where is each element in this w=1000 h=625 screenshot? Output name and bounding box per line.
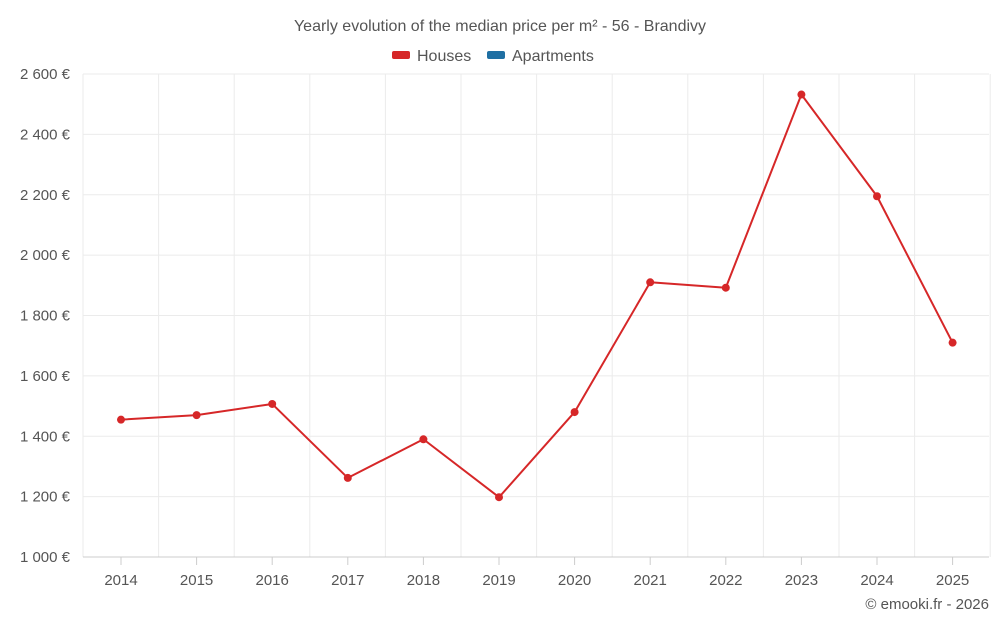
data-point[interactable] xyxy=(419,435,428,444)
x-tick-label: 2014 xyxy=(104,572,137,589)
y-tick-label: 2 200 € xyxy=(20,187,71,204)
data-point[interactable] xyxy=(721,283,730,292)
x-tick-label: 2023 xyxy=(785,572,818,589)
x-tick-label: 2022 xyxy=(709,572,742,589)
data-point[interactable] xyxy=(268,399,277,408)
legend-swatch-houses[interactable] xyxy=(392,51,410,59)
y-tick-label: 1 000 € xyxy=(20,549,71,566)
y-tick-label: 1 200 € xyxy=(20,489,71,506)
y-tick-label: 1 400 € xyxy=(20,428,71,445)
legend: Houses Apartments xyxy=(392,48,594,65)
data-point[interactable] xyxy=(495,493,503,502)
data-point[interactable] xyxy=(343,473,352,482)
legend-label-apartments[interactable]: Apartments xyxy=(512,48,594,65)
y-tick-label: 2 000 € xyxy=(20,247,71,264)
chart-title: Yearly evolution of the median price per… xyxy=(294,18,706,35)
credit-text: © emooki.fr - 2026 xyxy=(865,596,989,613)
x-tick-label: 2021 xyxy=(634,572,667,589)
x-tick-label: 2016 xyxy=(256,572,289,589)
x-tick-label: 2018 xyxy=(407,572,440,589)
grid xyxy=(82,73,991,557)
x-tick-label: 2019 xyxy=(482,572,515,589)
x-tick-label: 2024 xyxy=(860,572,893,589)
y-tick-label: 2 400 € xyxy=(20,126,71,143)
y-axis: 1 000 € 1 200 € 1 400 € 1 600 € 1 800 € 2 000… xyxy=(20,66,71,566)
data-point[interactable] xyxy=(646,278,655,287)
x-tick-label: 2017 xyxy=(331,572,364,589)
y-tick-label: 1 800 € xyxy=(20,308,71,325)
x-tick-label: 2015 xyxy=(180,572,213,589)
data-point[interactable] xyxy=(948,338,957,347)
y-tick-label: 1 600 € xyxy=(20,368,71,385)
y-tick-label: 2 600 € xyxy=(20,66,71,83)
x-tick-label: 2020 xyxy=(558,572,591,589)
data-point[interactable] xyxy=(797,90,806,99)
data-point[interactable] xyxy=(117,415,125,424)
legend-swatch-apartments[interactable] xyxy=(487,51,505,59)
x-tick-label: 2025 xyxy=(936,572,969,589)
series-houses xyxy=(117,90,957,502)
series-line-houses xyxy=(120,93,954,499)
data-point[interactable] xyxy=(192,411,201,420)
x-axis: 2014 2015 2016 2017 2018 2019 2020 2021 2022 2023… xyxy=(83,556,989,589)
legend-label-houses[interactable]: Houses xyxy=(417,48,471,65)
data-point[interactable] xyxy=(570,408,579,417)
data-point[interactable] xyxy=(873,192,881,201)
